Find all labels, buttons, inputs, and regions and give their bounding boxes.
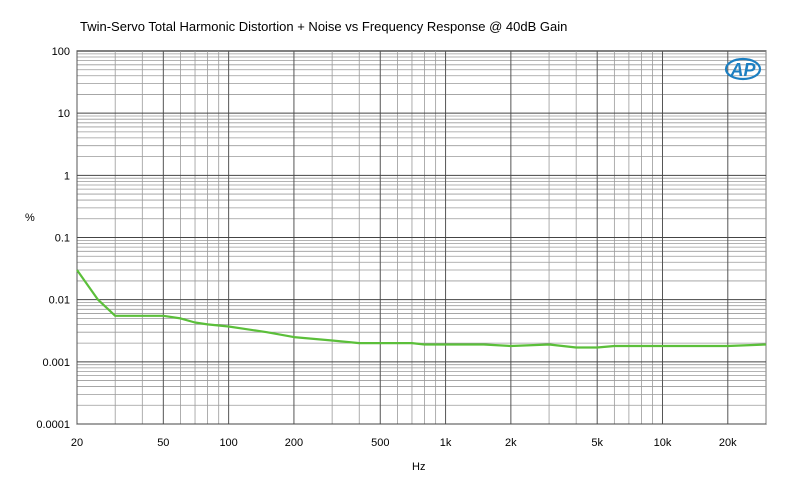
x-tick-label: 200 [285, 437, 303, 449]
logo-text: AP [729, 60, 756, 80]
x-tick-label: 10k [654, 437, 672, 449]
x-tick-label: 20k [719, 437, 737, 449]
x-tick-label: 5k [591, 437, 603, 449]
logo-ring [724, 57, 762, 81]
x-tick-labels: 20 50 100 200 500 1k 2k 5k 10k 20k [71, 437, 737, 449]
major-grid [76, 51, 766, 425]
x-tick-label: 100 [219, 437, 237, 449]
y-tick-label: 0.1 [55, 233, 70, 245]
y-tick-label: 1 [64, 170, 70, 182]
y-tick-labels: 100 10 1 0.1 0.01 0.001 0.0001 [36, 46, 70, 431]
ap-logo: AP [724, 57, 762, 81]
x-axis-label: Hz [412, 461, 426, 473]
x-tick-label: 500 [371, 437, 389, 449]
y-tick-label: 0.0001 [36, 419, 70, 431]
y-tick-label: 0.01 [49, 295, 70, 307]
chart-title: Twin-Servo Total Harmonic Distortion + N… [80, 19, 568, 34]
y-axis-label: % [25, 212, 35, 224]
x-tick-label: 2k [505, 437, 517, 449]
y-tick-label: 100 [52, 46, 70, 58]
x-tick-label: 50 [157, 437, 169, 449]
y-tick-label: 10 [58, 108, 70, 120]
x-tick-label: 1k [440, 437, 452, 449]
series-layer [76, 269, 767, 349]
thd-series-line [76, 269, 767, 349]
x-tick-label: 20 [71, 437, 83, 449]
y-tick-label: 0.001 [42, 357, 70, 369]
